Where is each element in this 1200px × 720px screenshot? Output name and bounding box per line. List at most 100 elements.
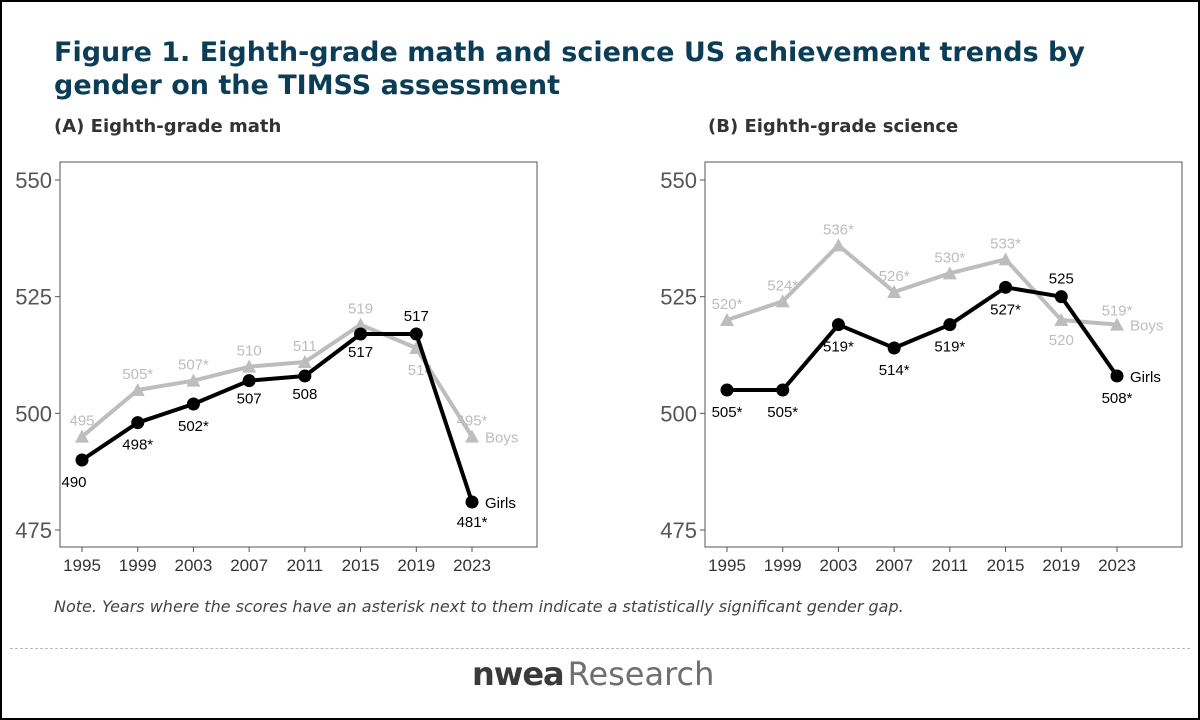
- x-tick-label: 2011: [287, 556, 324, 575]
- data-label: 508*: [1102, 390, 1133, 407]
- girls-circle-marker: [720, 383, 734, 397]
- girls-circle-marker: [298, 369, 312, 383]
- y-tick-label: 525: [15, 285, 52, 310]
- x-tick-label: 2019: [397, 556, 435, 575]
- boys-triangle-marker: [130, 383, 145, 396]
- data-label: 519*: [823, 339, 854, 356]
- data-label: 510: [237, 343, 262, 360]
- data-label: 519*: [1102, 303, 1133, 320]
- girls-circle-marker: [831, 318, 845, 332]
- series-label-boys: Boys: [485, 430, 518, 447]
- boys-triangle-marker: [831, 238, 846, 252]
- y-tick-label: 500: [660, 401, 697, 426]
- data-label: 533*: [990, 235, 1021, 252]
- data-label: 525: [1049, 271, 1074, 288]
- data-label: 519: [348, 301, 373, 318]
- data-label: 519*: [934, 339, 965, 356]
- data-label: 490: [61, 474, 86, 491]
- panel-b-title: (B) Eighth-grade science: [708, 116, 959, 137]
- boys-triangle-marker: [353, 317, 368, 331]
- x-tick-label: 1995: [63, 556, 101, 575]
- y-tick-label: 525: [660, 285, 697, 310]
- logo-mark: nwea: [472, 655, 565, 693]
- y-tick-label: 550: [660, 168, 697, 193]
- data-label: 517: [348, 344, 373, 361]
- data-label: 511: [293, 338, 317, 355]
- data-label: 502*: [178, 418, 209, 435]
- x-tick-label: 1995: [708, 556, 746, 575]
- x-tick-label: 2019: [1042, 556, 1080, 575]
- science-chart: 475 500 525 550 1995 1999 2003 2007 2011 2015 2019…: [660, 161, 1183, 575]
- x-tick-label: 2003: [820, 556, 858, 575]
- girls-circle-marker: [354, 327, 368, 341]
- x-tick-label: 2023: [453, 556, 491, 575]
- figure-title: Figure 1. Eighth-grade math and science …: [54, 37, 1085, 101]
- data-label: 507*: [178, 357, 209, 374]
- boys-triangle-marker: [297, 355, 312, 368]
- boys-triangle-marker: [720, 313, 734, 326]
- plot-frame: [59, 161, 538, 548]
- data-label: 514*: [879, 362, 910, 379]
- x-tick-label: 2007: [230, 556, 268, 575]
- y-tick-label: 475: [660, 518, 697, 543]
- girls-circle-marker: [999, 280, 1013, 294]
- logo-word: Research: [567, 655, 715, 693]
- x-tick-label: 2023: [1098, 556, 1136, 575]
- x-tick-label: 2003: [175, 556, 213, 575]
- data-label: 498*: [122, 437, 153, 454]
- data-label: 524*: [767, 277, 798, 294]
- girls-circle-marker: [1054, 290, 1068, 304]
- data-label: 520: [1049, 332, 1074, 349]
- girls-circle-marker: [75, 453, 89, 467]
- girls-series-line: [727, 285, 1119, 392]
- data-label: 526*: [879, 268, 910, 285]
- boys-triangle-marker: [887, 285, 902, 298]
- data-label: 507: [237, 391, 262, 408]
- boys-triangle-marker: [942, 266, 957, 280]
- data-label: 481*: [457, 514, 488, 531]
- boys-triangle-marker: [465, 429, 479, 443]
- girls-circle-marker: [887, 341, 901, 355]
- girls-circle-marker: [776, 383, 790, 397]
- x-tick-label: 1999: [764, 556, 802, 575]
- boys-series-line: [80, 322, 474, 439]
- data-label: 530*: [934, 249, 965, 266]
- girls-circle-marker: [409, 327, 423, 341]
- girls-circle-marker: [242, 374, 256, 388]
- boys-triangle-marker: [1110, 317, 1124, 331]
- series-label-girls: Girls: [1130, 369, 1161, 386]
- data-label: 517: [404, 308, 429, 325]
- x-tick-label: 2007: [875, 556, 913, 575]
- divider: [10, 648, 1190, 649]
- data-label: 508: [292, 386, 317, 403]
- y-tick-label: 550: [15, 168, 52, 193]
- girls-series-line: [80, 332, 474, 503]
- footnote: Note. Years where the scores have an ast…: [54, 597, 904, 616]
- data-label: 495: [69, 413, 94, 430]
- series-label-girls: Girls: [485, 495, 516, 512]
- x-tick-label: 2015: [342, 556, 380, 575]
- y-tick-label: 475: [15, 518, 52, 543]
- boys-triangle-marker: [75, 429, 89, 443]
- series-label-boys: Boys: [1130, 318, 1163, 335]
- data-label: 527*: [990, 301, 1021, 318]
- x-tick-label: 2015: [987, 556, 1025, 575]
- data-label: 495*: [457, 413, 488, 430]
- boys-series-line: [726, 243, 1118, 327]
- x-tick-label: 1999: [119, 556, 157, 575]
- boys-triangle-marker: [186, 373, 201, 387]
- data-label: 536*: [823, 221, 854, 238]
- data-label: 505*: [767, 404, 798, 421]
- math-chart: 475 500 525 550 1995 1999 2003 2007 2011 2015 2019…: [15, 161, 538, 575]
- data-label: 505*: [712, 404, 743, 421]
- girls-circle-marker: [465, 495, 479, 509]
- nwea-research-logo: nwea Research: [472, 654, 714, 694]
- y-tick-label: 500: [15, 401, 52, 426]
- girls-circle-marker: [943, 318, 957, 332]
- girls-circle-marker: [186, 397, 200, 411]
- girls-circle-marker: [131, 416, 145, 430]
- boys-triangle-marker: [998, 252, 1013, 266]
- data-label: 520*: [712, 296, 743, 313]
- data-label: 505*: [122, 366, 153, 383]
